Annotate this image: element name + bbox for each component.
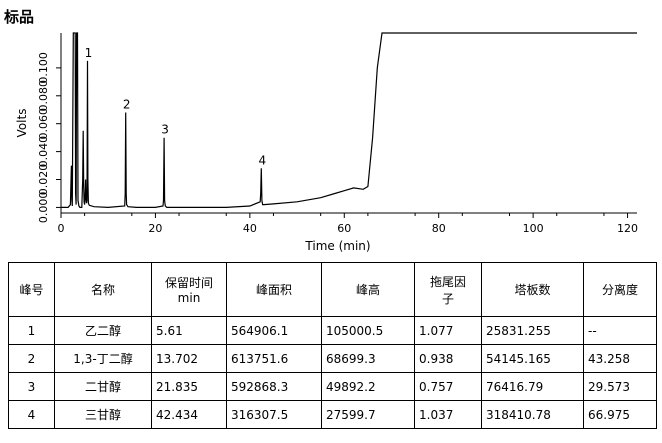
x-tick-label: 0	[58, 222, 65, 235]
table-cell: 27599.7	[321, 400, 415, 429]
series-group	[61, 32, 637, 209]
table-cell: 三甘醇	[54, 400, 152, 429]
x-tick-label: 120	[617, 222, 638, 235]
column-header-text: 峰号	[19, 283, 44, 297]
x-tick-label: 80	[432, 222, 446, 235]
table-cell: 43.258	[583, 344, 657, 373]
table-cell: 316307.5	[226, 400, 322, 429]
table-cell: 105000.5	[321, 316, 415, 345]
table-cell: 613751.6	[226, 344, 322, 373]
column-header-text: 塔板数	[514, 283, 551, 297]
table-cell: 68699.3	[321, 344, 415, 373]
table-cell: 25831.255	[481, 316, 584, 345]
x-ticks: 0 20 40 60 80 100 120	[58, 213, 638, 235]
y-tick-label: 0.000	[37, 192, 50, 224]
table-cell: 49892.2	[321, 372, 415, 401]
y-tick-label: 0.080	[37, 80, 50, 112]
table-cell: 592868.3	[226, 372, 322, 401]
table-row: 2 1,3-丁二醇 13.702 613751.6 68699.3 0.938 54145.…	[8, 344, 657, 373]
peak-label: 3	[161, 123, 169, 137]
y-tick-label: 0.060	[37, 108, 50, 140]
table-cell: 3	[8, 372, 55, 401]
column-header-text: 峰高	[355, 283, 380, 297]
column-header-text: 名称	[90, 283, 115, 297]
x-tick-label: 100	[523, 222, 544, 235]
table-cell: 5.61	[151, 316, 227, 345]
column-header: 峰高	[321, 262, 415, 317]
column-header-text: 保留时间	[164, 276, 213, 290]
column-header: 分离度	[583, 262, 657, 317]
column-header-text: 峰面积	[255, 283, 292, 297]
table-cell: 29.573	[583, 372, 657, 401]
table-cell: 1	[8, 316, 55, 345]
x-tick-label: 20	[148, 222, 162, 235]
column-header: 峰面积	[226, 262, 322, 317]
y-tick-label: 0.100	[37, 52, 50, 84]
column-header-text: 拖尾因	[429, 274, 466, 289]
table-row: 1 乙二醇 5.61 564906.1 105000.5 1.077 25831.255 --	[8, 316, 657, 345]
peak-label: 1	[85, 46, 93, 60]
column-header: 保留时间 min	[151, 262, 227, 317]
table-cell: 2	[8, 344, 55, 373]
table-row: 4 三甘醇 42.434 316307.5 27599.7 1.037 318410.78 6…	[8, 400, 657, 429]
table-cell: 1.037	[414, 400, 482, 429]
table-cell: 二甘醇	[54, 372, 152, 401]
x-tick-label: 40	[243, 222, 257, 235]
table-cell: 54145.165	[481, 344, 584, 373]
table-cell: 乙二醇	[54, 316, 152, 345]
column-header-text: min	[177, 291, 201, 305]
column-header: 峰号	[8, 262, 55, 317]
x-axis-label: Time (min)	[304, 239, 370, 253]
column-header: 拖尾因子	[414, 262, 482, 317]
table-cell: 0.757	[414, 372, 482, 401]
peak-annotations: 1 2 3 4	[85, 46, 266, 167]
page-title: 标品	[4, 8, 35, 26]
table-row: 3 二甘醇 21.835 592868.3 49892.2 0.757 76416.79 29…	[8, 372, 657, 401]
chromatogram-line	[61, 32, 637, 209]
table-cell: 66.975	[583, 400, 657, 429]
column-header: 名称	[54, 262, 152, 317]
table-cell: 564906.1	[226, 316, 322, 345]
table-cell: 318410.78	[481, 400, 584, 429]
peak-label: 2	[123, 98, 131, 112]
table-cell: 4	[8, 400, 55, 429]
column-header: 塔板数	[481, 262, 584, 317]
column-header-text: 分离度	[601, 283, 638, 297]
table-cell: 21.835	[151, 372, 227, 401]
table-cell: 42.434	[151, 400, 227, 429]
column-header-text: 子	[441, 291, 454, 306]
table-cell: 0.938	[414, 344, 482, 373]
table-cell: --	[583, 316, 657, 345]
x-tick-label: 60	[337, 222, 351, 235]
y-tick-label: 0.020	[37, 164, 50, 196]
table-cell: 1.077	[414, 316, 482, 345]
results-table: 峰号 名称 保留时间 min 峰面积 峰高 拖尾因子 塔板数 分离度 1 乙二醇 5.61 564906…	[8, 262, 657, 429]
table-cell: 76416.79	[481, 372, 584, 401]
table-cell: 13.702	[151, 344, 227, 373]
y-tick-label: 0.040	[37, 136, 50, 168]
y-axis-label: Volts	[15, 109, 29, 138]
peak-label: 4	[259, 153, 267, 167]
table-header-row: 峰号 名称 保留时间 min 峰面积 峰高 拖尾因子 塔板数 分离度	[8, 262, 657, 317]
table-cell: 1,3-丁二醇	[54, 344, 152, 373]
